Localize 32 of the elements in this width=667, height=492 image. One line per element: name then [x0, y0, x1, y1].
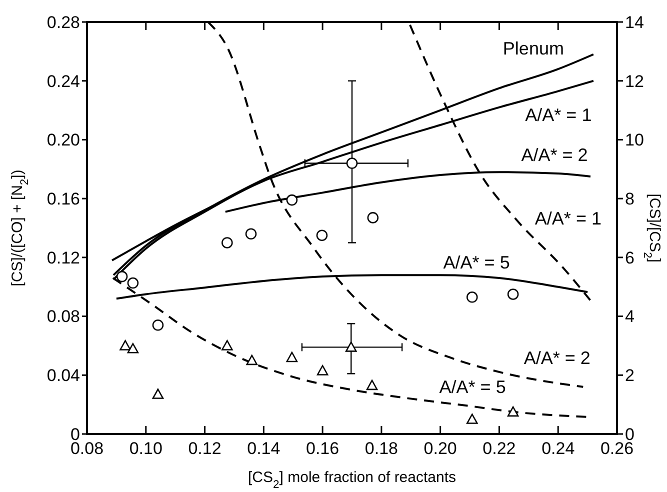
- x-tick-label: 0.24: [542, 439, 575, 458]
- x-tick-label: 0.26: [600, 439, 634, 458]
- series-label: A/A* = 2: [524, 348, 590, 368]
- y2-tick-label: 4: [625, 307, 634, 326]
- series-label: A/A* = 1: [525, 105, 592, 126]
- x-tick-label: 0.16: [306, 439, 340, 458]
- x-tick-label: 0.22: [482, 439, 516, 458]
- x-tick-label: 0.12: [188, 439, 222, 458]
- y2-tick-label: 14: [625, 12, 644, 32]
- y2-tick-label: 8: [625, 190, 634, 209]
- x-axis-title: [CS$_{2}$] mole fraction of reactants: [248, 469, 456, 491]
- series-label: A/A* = 5: [439, 377, 506, 398]
- series-label: A/A* = 2: [521, 144, 588, 165]
- x-tick-label: 0.08: [70, 439, 104, 458]
- y-tick-label: 0.12: [46, 248, 80, 268]
- y-tick-label: 0.08: [46, 307, 80, 326]
- y-tick-label: 0.24: [46, 72, 80, 91]
- y-tick-label: 0.04: [46, 366, 80, 386]
- y-tick-label: 0.28: [46, 12, 80, 32]
- x-tick-label: 0.14: [247, 439, 280, 458]
- series-label: A/A* = 5: [443, 252, 510, 272]
- legend-label: Plenum: [502, 38, 564, 59]
- y2-tick-label: 6: [625, 248, 634, 268]
- x-tick-label: 0.20: [424, 439, 457, 458]
- x-tick-label: 0.10: [129, 439, 162, 458]
- y2-tick-label: 12: [625, 72, 644, 91]
- y-tick-label: 0.16: [46, 190, 80, 209]
- series-label: A/A* = 1: [534, 208, 602, 228]
- x-tick-label: 0.18: [364, 439, 398, 458]
- y-tick-label: 0.20: [46, 130, 80, 150]
- y2-tick-label: 10: [625, 130, 644, 150]
- y2-tick-label: 2: [625, 366, 634, 386]
